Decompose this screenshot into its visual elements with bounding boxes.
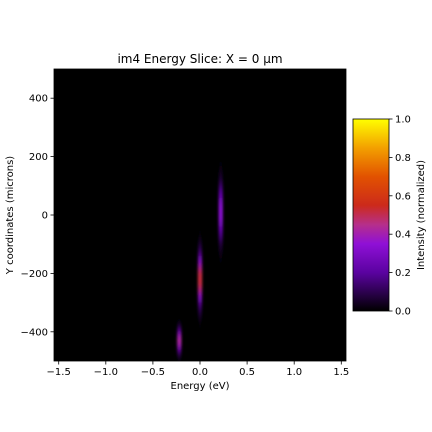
y-tick-label: 0 xyxy=(42,211,48,222)
chart-title: im4 Energy Slice: X = 0 µm xyxy=(117,52,282,66)
y-tick-label: −400 xyxy=(21,327,48,338)
x-tick-label: 1.5 xyxy=(333,367,349,378)
x-tick-label: 1.0 xyxy=(286,367,302,378)
colorbar-tick-label: 0.6 xyxy=(395,191,411,202)
colorbar xyxy=(352,118,390,312)
intensity-streak xyxy=(218,153,223,271)
intensity-streak xyxy=(177,317,182,361)
y-tick-label: 200 xyxy=(29,152,48,163)
x-tick-label: 0.0 xyxy=(192,367,208,378)
x-axis-label: Energy (eV) xyxy=(171,381,230,392)
colorbar-tick-label: 1.0 xyxy=(395,115,411,126)
colorbar-tick-label: 0.2 xyxy=(395,268,411,279)
x-axis-ticks: −1.5 −1.0 −0.5 0.0 0.5 1.0 1.5 xyxy=(47,361,349,378)
colorbar-tick-label: 0.0 xyxy=(395,307,411,318)
x-tick-label: −0.5 xyxy=(141,367,165,378)
intensity-streak xyxy=(197,226,203,332)
y-tick-label: −200 xyxy=(21,269,48,280)
y-axis-ticks: −400 −200 0 200 400 xyxy=(21,94,54,338)
colorbar-ticks: 0.0 0.2 0.4 0.6 0.8 1.0 xyxy=(389,115,411,318)
x-tick-label: −1.0 xyxy=(94,367,118,378)
colorbar-tick-label: 0.4 xyxy=(395,230,411,241)
heatmap-features xyxy=(177,153,223,361)
x-tick-label: 0.5 xyxy=(239,367,255,378)
y-tick-label: 400 xyxy=(29,94,48,105)
x-tick-label: −1.5 xyxy=(47,367,71,378)
colorbar-label: Intensity (normalized) xyxy=(416,160,427,270)
colorbar-tick-label: 0.8 xyxy=(395,153,411,164)
y-axis-label: Y coordinates (microns) xyxy=(5,156,16,275)
